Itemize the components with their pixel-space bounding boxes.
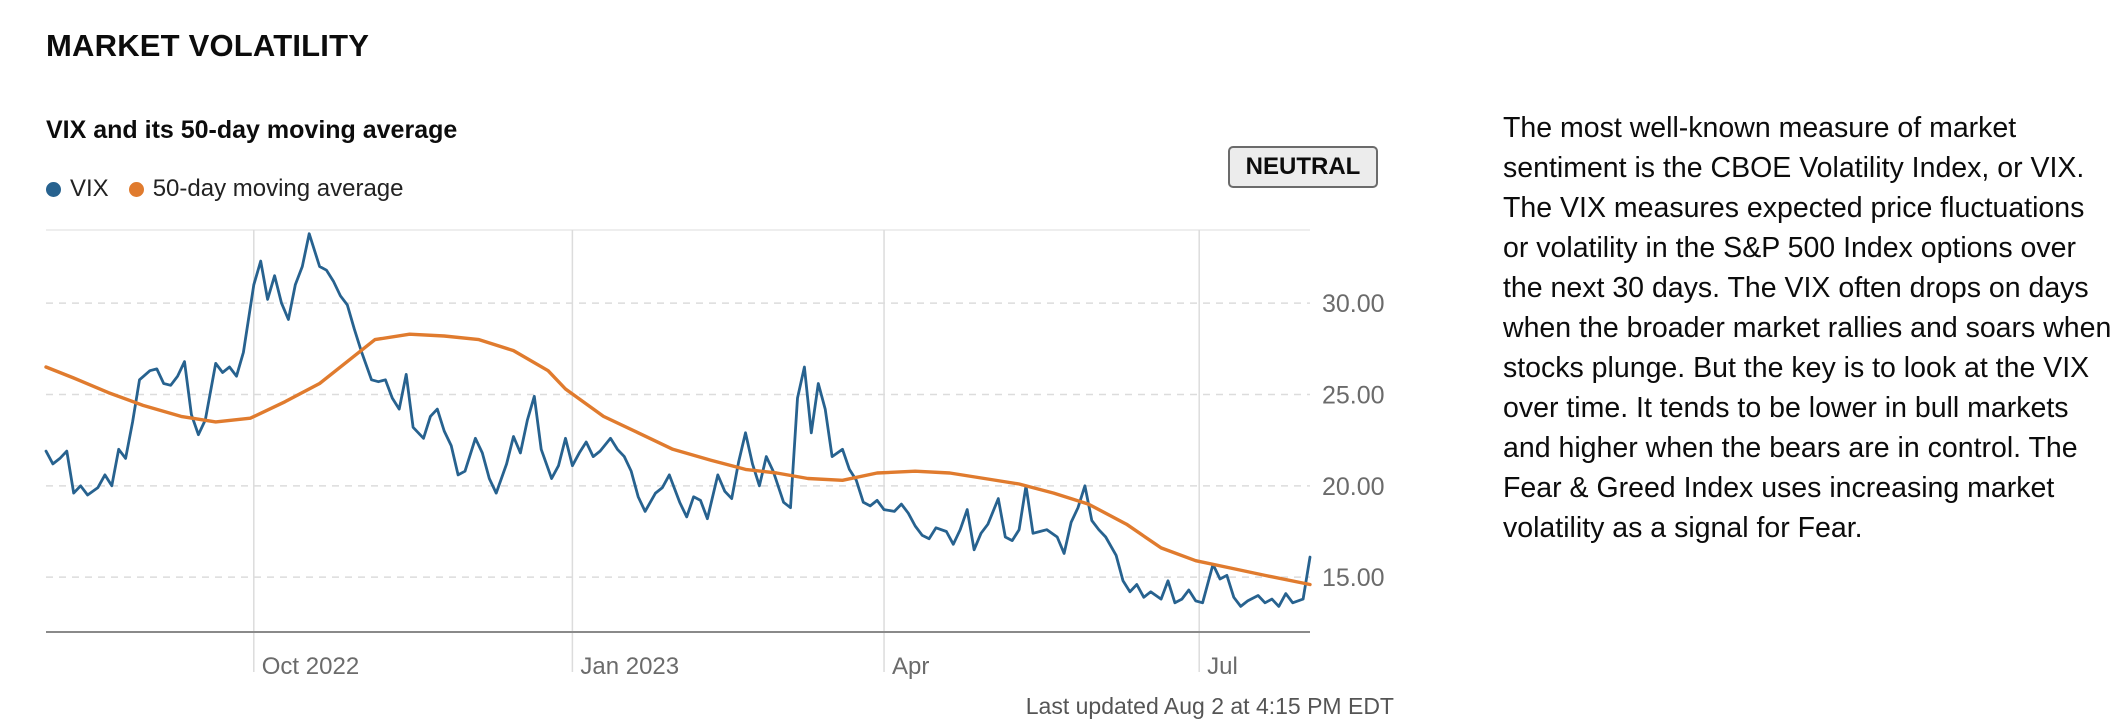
legend-label: 50-day moving average bbox=[152, 175, 404, 202]
y-tick-label: 20.00 bbox=[1322, 473, 1385, 501]
moving-average-series-line bbox=[44, 332, 1312, 587]
description-text: The most well-known measure of market se… bbox=[1503, 112, 2112, 544]
chart-title: VIX and its 50-day moving average bbox=[46, 116, 458, 144]
legend-dot-icon bbox=[46, 181, 61, 197]
legend-item-vix[interactable]: VIX bbox=[46, 175, 109, 203]
x-tick-label: Apr bbox=[892, 653, 929, 680]
vix-series-line bbox=[44, 232, 1312, 608]
x-tick-label: Jan 2023 bbox=[580, 653, 679, 680]
section-title: MARKET VOLATILITY bbox=[46, 28, 370, 63]
y-tick-label: 25.00 bbox=[1322, 381, 1385, 409]
x-tick-label: Jul bbox=[1207, 653, 1238, 680]
y-tick-label: 30.00 bbox=[1322, 290, 1385, 318]
chart-legend: VIX 50-day moving average bbox=[46, 175, 424, 203]
x-tick-label: Oct 2022 bbox=[262, 653, 359, 680]
legend-label: VIX bbox=[70, 175, 109, 202]
vix-line-chart[interactable]: 15.00 20.00 25.00 30.00 Oct 2022 Jan 2023 Apr J… bbox=[0, 0, 1420, 716]
legend-item-moving-average[interactable]: 50-day moving average bbox=[128, 175, 404, 203]
y-tick-label: 15.00 bbox=[1322, 564, 1385, 592]
last-updated-text: Last updated Aug 2 at 4:15 PM EDT bbox=[1025, 693, 1394, 719]
legend-dot-icon bbox=[128, 181, 144, 197]
status-badge: NEUTRAL bbox=[1228, 146, 1378, 188]
